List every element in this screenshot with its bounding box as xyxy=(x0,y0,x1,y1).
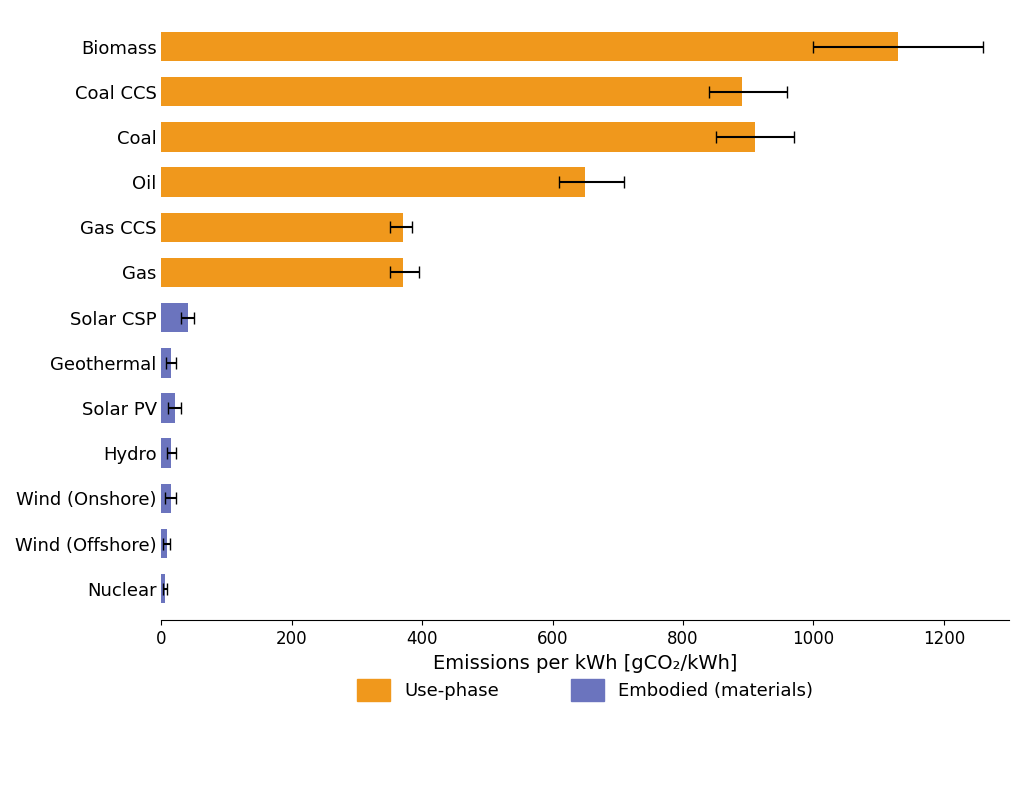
Bar xyxy=(162,348,171,377)
Legend: Use-phase, Embodied (materials): Use-phase, Embodied (materials) xyxy=(350,672,820,708)
Bar xyxy=(162,77,741,107)
Bar xyxy=(162,167,586,197)
Bar xyxy=(162,393,174,423)
Bar xyxy=(162,303,187,333)
Bar xyxy=(162,32,898,61)
Bar xyxy=(162,574,165,603)
Bar xyxy=(162,439,171,468)
Bar xyxy=(162,258,402,287)
Bar xyxy=(162,123,755,152)
X-axis label: Emissions per kWh [gCO₂/kWh]: Emissions per kWh [gCO₂/kWh] xyxy=(433,654,737,673)
Bar xyxy=(162,529,167,558)
Bar xyxy=(162,484,171,513)
Bar xyxy=(162,213,402,242)
